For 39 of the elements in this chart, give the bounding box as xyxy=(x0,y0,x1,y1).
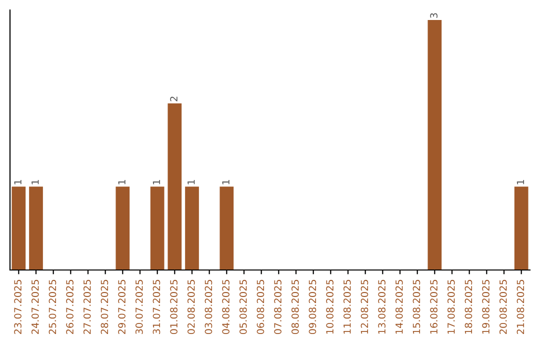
x-tick-label: 26.07.2025 xyxy=(66,280,74,334)
x-tick-label: 29.07.2025 xyxy=(118,280,126,334)
x-tick-label: 02.08.2025 xyxy=(187,280,195,334)
x-tick-label: 17.08.2025 xyxy=(447,280,455,334)
x-tick-label: 09.08.2025 xyxy=(308,280,316,334)
x-tick-label: 04.08.2025 xyxy=(222,280,230,334)
x-tick-label: 15.08.2025 xyxy=(412,280,420,334)
x-tick-label: 28.07.2025 xyxy=(100,280,108,334)
data-label: 1 xyxy=(14,180,22,184)
data-label: 1 xyxy=(222,180,230,184)
x-tick-label: 16.08.2025 xyxy=(430,280,438,334)
x-tick-label: 21.08.2025 xyxy=(516,280,524,334)
x-tick-label: 01.08.2025 xyxy=(170,280,178,334)
x-tick-label: 31.07.2025 xyxy=(152,280,160,334)
x-tick-label: 12.08.2025 xyxy=(360,280,368,334)
x-tick-label: 06.08.2025 xyxy=(256,280,264,334)
x-tick-label: 07.08.2025 xyxy=(274,280,282,334)
data-label: 1 xyxy=(516,180,524,184)
data-label: 1 xyxy=(188,180,195,184)
data-label: 1 xyxy=(152,180,160,184)
data-label: 3 xyxy=(430,13,438,18)
data-label: 2 xyxy=(170,96,178,102)
x-tick-label: 30.07.2025 xyxy=(135,280,143,334)
x-tick-label: 10.08.2025 xyxy=(326,280,334,334)
x-tick-label: 14.08.2025 xyxy=(395,280,403,334)
x-tick-label: 27.07.2025 xyxy=(83,280,91,334)
data-label: 1 xyxy=(32,180,39,184)
x-tick-label: 03.08.2025 xyxy=(204,280,212,334)
x-tick-label: 08.08.2025 xyxy=(291,280,299,334)
x-tick-label: 13.08.2025 xyxy=(378,280,386,334)
x-tick-label: 20.08.2025 xyxy=(499,280,507,334)
x-tick-label: 19.08.2025 xyxy=(482,280,490,334)
x-tick-label: 18.08.2025 xyxy=(464,280,472,334)
x-tick-label: 23.07.2025 xyxy=(14,280,22,334)
x-tick-label: 11.08.2025 xyxy=(343,280,351,334)
x-tick-label: 24.07.2025 xyxy=(31,280,39,334)
x-tick-label: 25.07.2025 xyxy=(48,280,56,334)
data-label: 1 xyxy=(118,180,126,184)
x-tick-label: 05.08.2025 xyxy=(239,280,247,334)
